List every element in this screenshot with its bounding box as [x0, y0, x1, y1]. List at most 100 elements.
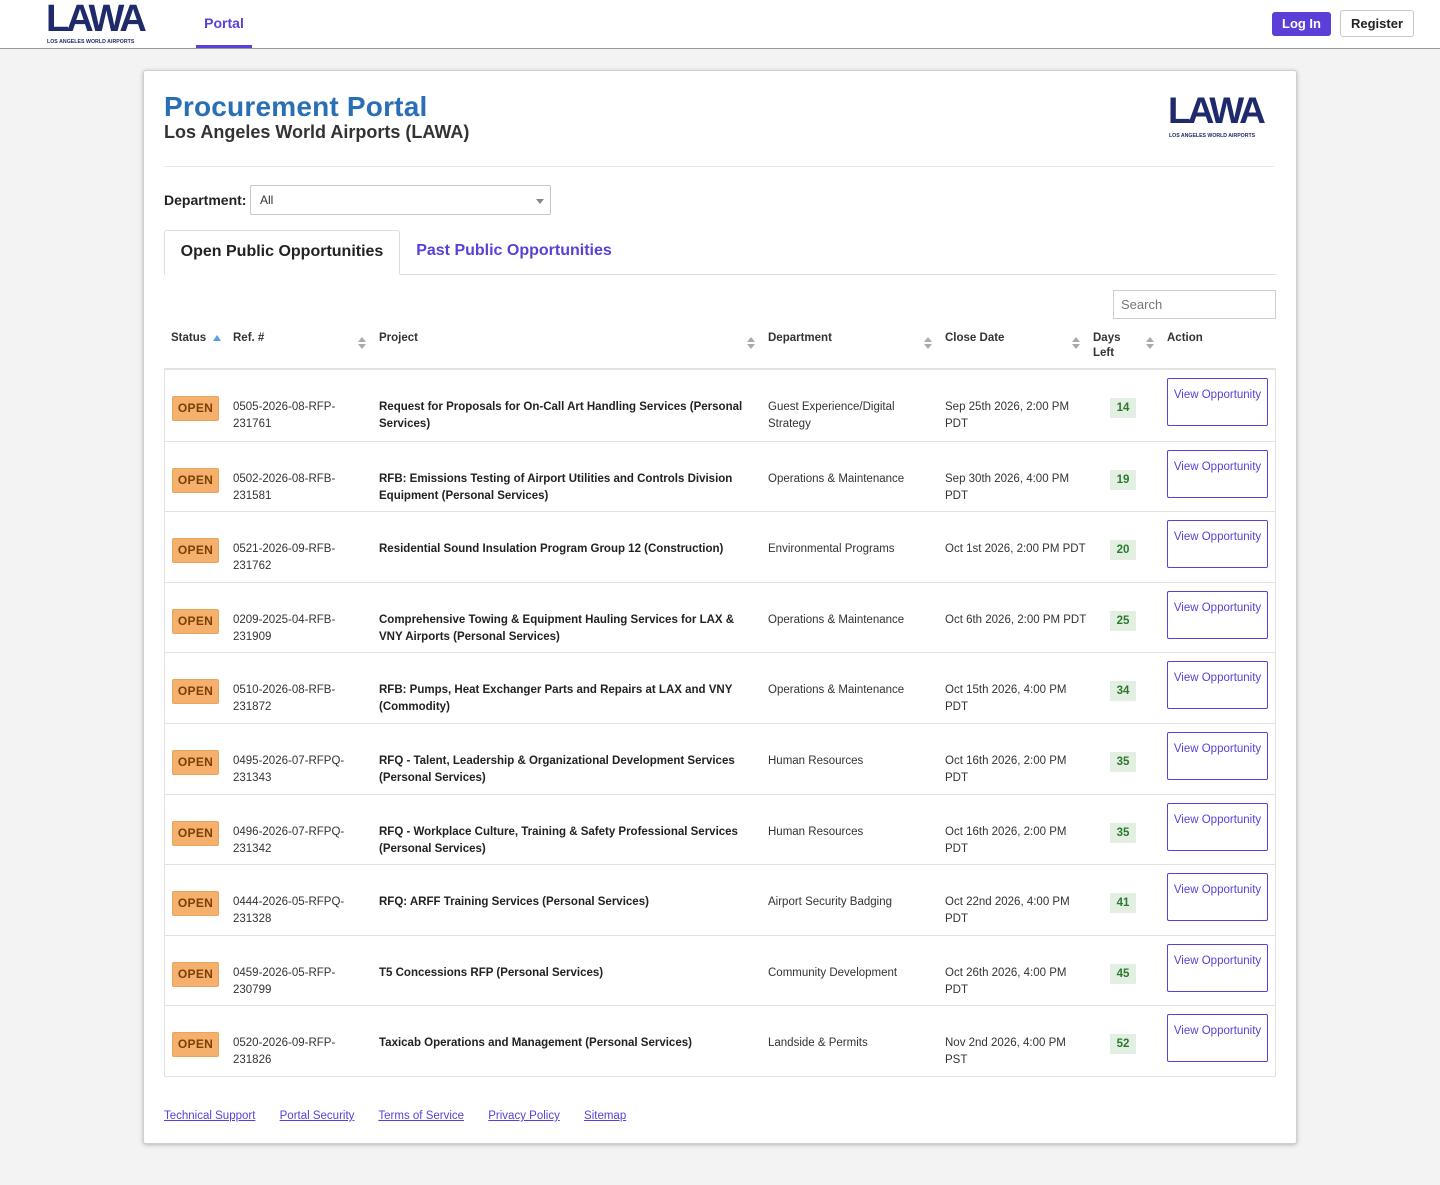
- view-opportunity-button[interactable]: View Opportunity: [1167, 520, 1268, 569]
- close-date: Oct 1st 2026, 2:00 PM PDT: [945, 543, 1086, 556]
- department-name: Landside & Permits: [768, 1037, 868, 1050]
- view-opportunity-button[interactable]: View Opportunity: [1167, 731, 1268, 780]
- close-date: Oct 16th 2026, 2:00 PM PDT: [945, 825, 1067, 855]
- days-left-badge: 25: [1110, 610, 1136, 631]
- close-date: Oct 15th 2026, 4:00 PM PDT: [945, 684, 1067, 714]
- project-name: RFB: Pumps, Heat Exchanger Parts and Rep…: [379, 684, 733, 714]
- table-row: OPEN 0495-2026-07-RFPQ-231343 RFQ - Tale…: [165, 722, 1275, 794]
- ref-number: 0510-2026-08-RFB-231872: [233, 684, 336, 714]
- sort-icon[interactable]: [747, 337, 755, 351]
- login-button[interactable]: Log In: [1272, 12, 1331, 36]
- header-department[interactable]: Department: [768, 332, 832, 344]
- status-badge: OPEN: [172, 538, 219, 564]
- register-button[interactable]: Register: [1340, 10, 1414, 37]
- search-input[interactable]: [1113, 290, 1276, 319]
- ref-number: 0496-2026-07-RFPQ-231342: [233, 825, 345, 855]
- table-row: OPEN 0209-2025-04-RFB-231909 Comprehensi…: [165, 581, 1275, 653]
- view-opportunity-button[interactable]: View Opportunity: [1167, 378, 1268, 426]
- nav-portal-link[interactable]: Portal: [196, 0, 252, 48]
- project-name: T5 Concessions RFP (Personal Services): [379, 966, 604, 979]
- close-date: Oct 16th 2026, 2:00 PM PDT: [945, 754, 1067, 784]
- close-date: Oct 26th 2026, 4:00 PM PDT: [945, 966, 1067, 996]
- header-days-left[interactable]: Days Left: [1093, 332, 1121, 359]
- ref-number: 0502-2026-08-RFB-231581: [233, 472, 336, 502]
- department-name: Airport Security Badging: [768, 896, 893, 909]
- header-project[interactable]: Project: [379, 332, 418, 344]
- header-status[interactable]: Status: [171, 332, 207, 344]
- department-name: Guest Experience/Digital Strategy: [768, 401, 895, 430]
- footer-links: Technical Support Portal Security Terms …: [164, 1110, 647, 1122]
- ref-number: 0459-2026-05-RFP-230799: [233, 966, 336, 996]
- sort-icon[interactable]: [1146, 337, 1154, 351]
- days-left-badge: 45: [1110, 963, 1136, 984]
- close-date: Nov 2nd 2026, 4:00 PM PST: [945, 1037, 1066, 1067]
- project-name: RFQ - Talent, Leadership & Organizationa…: [379, 754, 735, 784]
- table-row: OPEN 0521-2026-09-RFB-231762 Residential…: [165, 511, 1275, 582]
- days-left-badge: 52: [1110, 1034, 1136, 1055]
- footer-link-terms-of-service[interactable]: Terms of Service: [378, 1110, 465, 1122]
- department-name: Environmental Programs: [768, 543, 895, 556]
- footer-link-sitemap[interactable]: Sitemap: [584, 1110, 627, 1122]
- table-row: OPEN 0496-2026-07-RFPQ-231342 RFQ - Work…: [165, 793, 1275, 865]
- sort-icon[interactable]: [358, 337, 366, 351]
- ref-number: 0444-2026-05-RFPQ-231328: [233, 896, 345, 926]
- sort-icon[interactable]: [924, 337, 932, 351]
- department-select-value: All: [260, 193, 274, 207]
- status-badge: OPEN: [172, 961, 219, 987]
- project-name: RFQ: ARFF Training Services (Personal Se…: [379, 896, 649, 909]
- close-date: Sep 30th 2026, 4:00 PM PDT: [945, 472, 1070, 502]
- view-opportunity-button[interactable]: View Opportunity: [1167, 661, 1268, 710]
- status-badge: OPEN: [172, 891, 219, 917]
- project-name: Request for Proposals for On-Call Art Ha…: [379, 401, 743, 430]
- close-date: Oct 22nd 2026, 4:00 PM PDT: [945, 896, 1070, 926]
- project-name: RFQ - Workplace Culture, Training & Safe…: [379, 825, 738, 855]
- sort-asc-icon[interactable]: [213, 335, 221, 341]
- header-close-date[interactable]: Close Date: [945, 332, 1005, 344]
- days-left-badge: 34: [1110, 681, 1136, 702]
- footer-link-privacy-policy[interactable]: Privacy Policy: [488, 1110, 560, 1122]
- tab-open-opportunities[interactable]: Open Public Opportunities: [164, 230, 400, 275]
- procurement-card: Procurement Portal Los Angeles World Air…: [143, 70, 1297, 1144]
- header-action: Action: [1167, 332, 1203, 344]
- table-row: OPEN 0444-2026-05-RFPQ-231328 RFQ: ARFF …: [165, 864, 1275, 935]
- department-select[interactable]: All: [250, 185, 551, 215]
- lawa-logo[interactable]: LAWA LOS ANGELES WORLD AIRPORTS: [46, 0, 148, 46]
- page-title: Procurement Portal: [164, 91, 428, 122]
- logo-tagline: LOS ANGELES WORLD AIRPORTS: [47, 39, 135, 45]
- department-name: Human Resources: [768, 825, 864, 838]
- status-badge: OPEN: [172, 608, 219, 634]
- status-badge: OPEN: [172, 749, 219, 775]
- view-opportunity-button[interactable]: View Opportunity: [1167, 590, 1268, 639]
- header-ref[interactable]: Ref. #: [233, 332, 265, 344]
- department-name: Operations & Maintenance: [768, 472, 905, 485]
- project-name: RFB: Emissions Testing of Airport Utilit…: [379, 472, 733, 502]
- close-date: Oct 6th 2026, 2:00 PM PDT: [945, 613, 1087, 626]
- footer-link-portal-security[interactable]: Portal Security: [279, 1110, 355, 1122]
- sort-icon[interactable]: [1072, 337, 1080, 351]
- view-opportunity-button[interactable]: View Opportunity: [1167, 449, 1268, 498]
- status-badge: OPEN: [172, 396, 219, 421]
- department-name: Operations & Maintenance: [768, 684, 905, 697]
- department-name: Community Development: [768, 966, 898, 979]
- page-subtitle: Los Angeles World Airports (LAWA): [164, 122, 470, 142]
- project-name: Residential Sound Insulation Program Gro…: [379, 543, 724, 556]
- department-name: Operations & Maintenance: [768, 613, 905, 626]
- view-opportunity-button[interactable]: View Opportunity: [1167, 873, 1268, 922]
- close-date: Sep 25th 2026, 2:00 PM PDT: [945, 401, 1070, 430]
- view-opportunity-button[interactable]: View Opportunity: [1167, 802, 1268, 851]
- ref-number: 0209-2025-04-RFB-231909: [233, 613, 336, 643]
- footer-link-technical-support[interactable]: Technical Support: [164, 1110, 256, 1122]
- view-opportunity-button[interactable]: View Opportunity: [1167, 943, 1268, 992]
- ref-number: 0521-2026-09-RFB-231762: [233, 543, 336, 573]
- view-opportunity-button[interactable]: View Opportunity: [1167, 1014, 1268, 1063]
- table-row: OPEN 0459-2026-05-RFP-230799 T5 Concessi…: [165, 934, 1275, 1006]
- tabs-divider: [164, 274, 1276, 275]
- card-lawa-logo: LAWA LOS ANGELES WORLD AIRPORTS: [1168, 91, 1274, 143]
- days-left-badge: 35: [1110, 822, 1136, 843]
- ref-number: 0495-2026-07-RFPQ-231343: [233, 754, 345, 784]
- card-logo-tagline: LOS ANGELES WORLD AIRPORTS: [1169, 133, 1256, 139]
- chevron-down-icon: [536, 199, 544, 204]
- days-left-badge: 19: [1110, 469, 1136, 490]
- status-badge: OPEN: [172, 467, 219, 493]
- tab-past-opportunities[interactable]: Past Public Opportunities: [416, 242, 612, 259]
